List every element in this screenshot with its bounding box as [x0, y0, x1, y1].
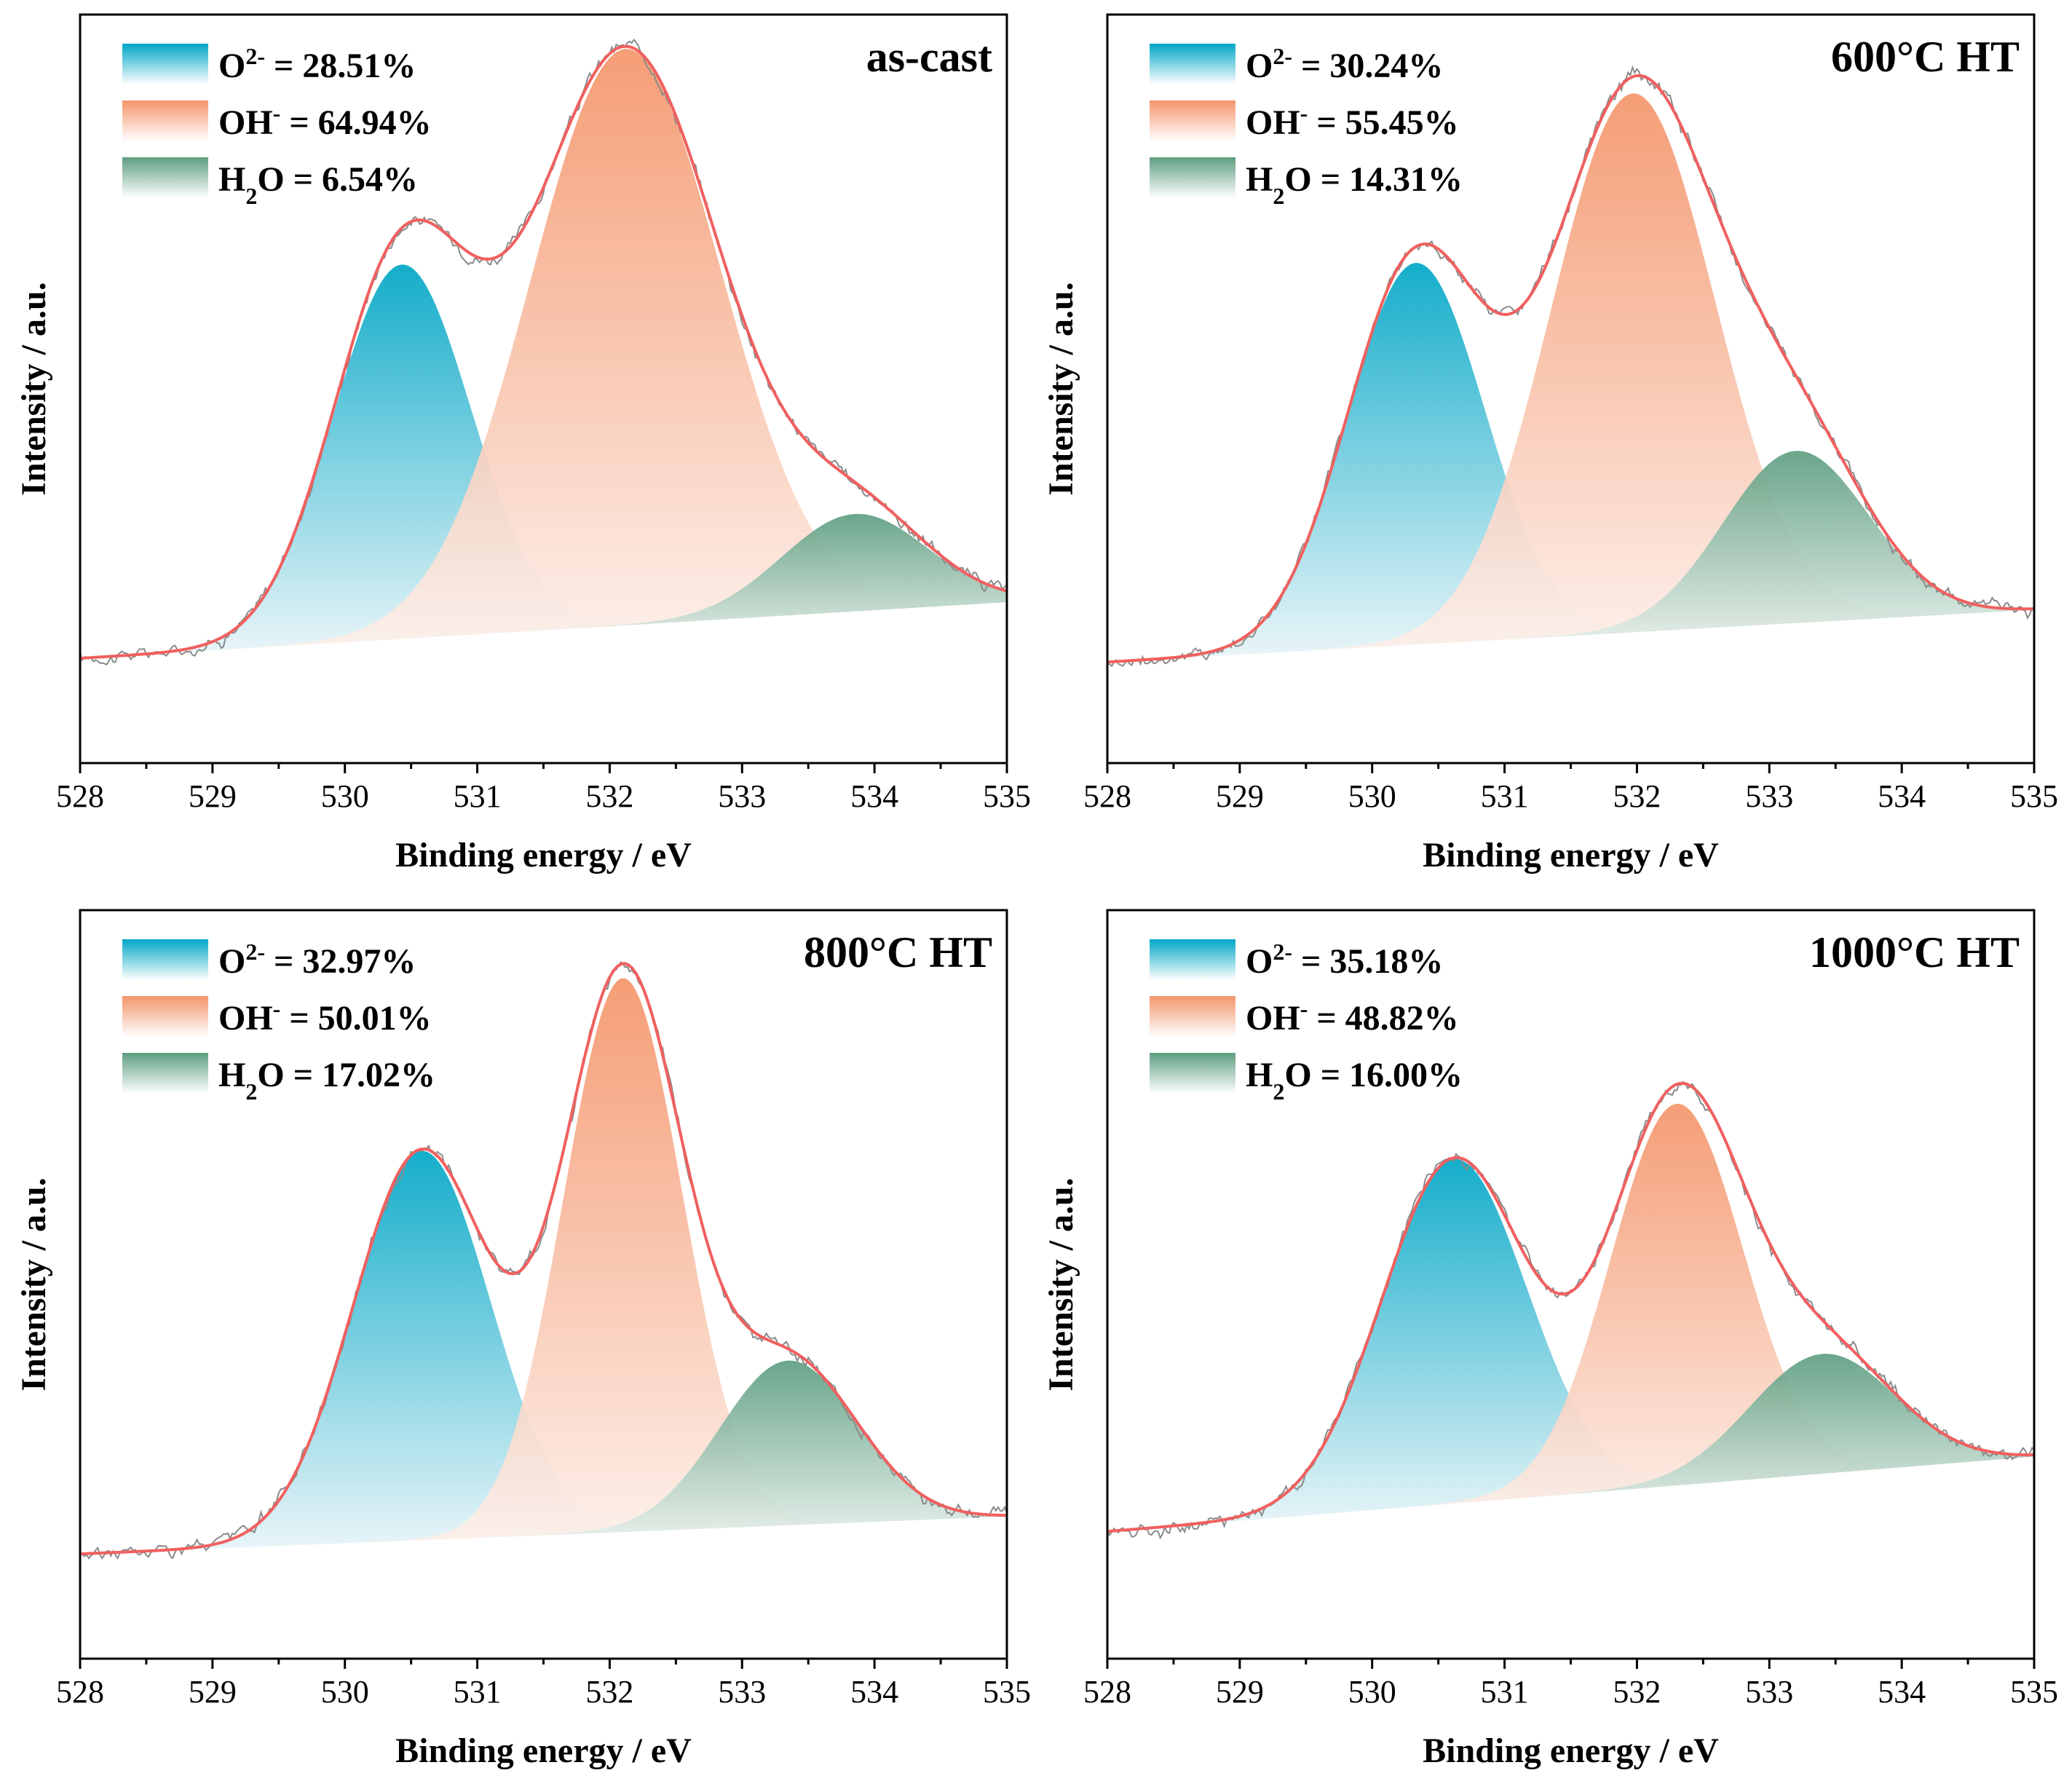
x-tick-label: 534 [850, 1674, 898, 1710]
x-tick-label: 533 [1745, 778, 1793, 814]
x-tick-label: 533 [718, 1674, 766, 1710]
peak-o2 [1107, 263, 2034, 663]
panel-600c-ht: 528 529 530 531 532 533 534 535 Binding energy /… [1042, 13, 2058, 874]
x-tick-label: 531 [454, 778, 502, 814]
x-axis-label: Binding energy / eV [1423, 1731, 1719, 1770]
peak-h2o [1107, 451, 2034, 663]
panel-title: 600°C HT [1831, 33, 2020, 81]
legend-label-o2: O2- = 35.18% [1246, 939, 1443, 981]
x-axis-label: Binding energy / eV [395, 836, 692, 874]
x-tick-label: 532 [585, 778, 633, 814]
x-tick-label: 535 [2010, 1674, 2058, 1710]
x-tick-label: 530 [1348, 778, 1396, 814]
peak-oh [80, 49, 1007, 659]
legend-label-o2: O2- = 28.51% [218, 43, 416, 85]
raw-spectrum-line [80, 39, 1007, 666]
legend-swatch-o2 [122, 44, 208, 84]
x-tick-label: 529 [1216, 1674, 1264, 1710]
x-tick-label: 532 [585, 1674, 633, 1710]
x-tick-label: 535 [983, 778, 1031, 814]
x-tick-label: 535 [983, 1674, 1031, 1710]
panel-800c-ht: 528 529 530 531 532 533 534 535 Binding energy /… [15, 909, 1031, 1770]
legend-label-h2o: H2O = 17.02% [218, 1056, 435, 1105]
x-tick-label: 528 [56, 778, 104, 814]
legend-swatch-h2o [122, 157, 208, 198]
x-axis-label: Binding energy / eV [395, 1731, 692, 1770]
legend-swatch-h2o [1150, 1053, 1235, 1094]
fit-envelope-line [80, 962, 1007, 1556]
x-tick-label: 530 [321, 778, 369, 814]
x-tick-label: 534 [850, 778, 898, 814]
x-tick-label: 528 [56, 1674, 104, 1710]
y-axis-label: Intensity / a.u. [15, 1177, 53, 1391]
x-tick-label: 531 [1481, 1674, 1529, 1710]
peak-h2o [80, 513, 1007, 659]
x-tick-label: 534 [1878, 778, 1926, 814]
plot-area [1107, 65, 2034, 668]
legend-label-h2o: H2O = 16.00% [1246, 1056, 1463, 1105]
x-axis-label: Binding energy / eV [1423, 836, 1719, 874]
peak-h2o [1107, 1354, 2034, 1532]
legend-label-o2: O2- = 30.24% [1246, 43, 1443, 85]
x-tick-label: 531 [454, 1674, 502, 1710]
x-tick-label: 530 [1348, 1674, 1396, 1710]
legend-label-oh: OH- = 50.01% [218, 995, 432, 1038]
legend-swatch-oh [1150, 100, 1235, 141]
fit-envelope-line [1107, 74, 2034, 664]
legend-label-o2: O2- = 32.97% [218, 939, 416, 981]
y-axis-label: Intensity / a.u. [15, 282, 53, 495]
peak-o2 [80, 264, 1007, 659]
plot-area [80, 39, 1007, 666]
legend-swatch-h2o [122, 1053, 208, 1094]
legend: O2- = 32.97% OH- = 50.01% H2O = 17.02% [122, 939, 435, 1105]
legend-swatch-o2 [122, 939, 208, 980]
x-tick-label: 533 [718, 778, 766, 814]
plot-area [1107, 1081, 2034, 1540]
legend-swatch-oh [1150, 996, 1235, 1037]
x-tick-label: 529 [1216, 778, 1264, 814]
legend: O2- = 35.18% OH- = 48.82% H2O = 16.00% [1150, 939, 1463, 1105]
plot-area [80, 961, 1007, 1560]
fit-envelope-line [1107, 1081, 2034, 1533]
x-tick-label: 530 [321, 1674, 369, 1710]
legend-swatch-o2 [1150, 44, 1235, 84]
x-tick-label: 528 [1083, 778, 1131, 814]
panel-title: 800°C HT [804, 928, 992, 976]
panel-1000c-ht: 528 529 530 531 532 533 534 535 Binding energy /… [1042, 909, 2058, 1770]
panel-title: 1000°C HT [1809, 928, 2020, 976]
legend-label-h2o: H2O = 14.31% [1246, 160, 1463, 209]
x-tick-label: 531 [1481, 778, 1529, 814]
legend-swatch-h2o [1150, 157, 1235, 198]
legend: O2- = 28.51% OH- = 64.94% H2O = 6.54% [122, 43, 432, 209]
peak-oh [80, 978, 1007, 1555]
x-tick-label: 534 [1878, 1674, 1926, 1710]
y-axis-label: Intensity / a.u. [1042, 282, 1080, 495]
panel-title: as-cast [866, 33, 992, 81]
legend-swatch-oh [122, 996, 208, 1037]
x-tick-label: 532 [1613, 1674, 1661, 1710]
x-tick-label: 533 [1745, 1674, 1793, 1710]
peak-oh [1107, 93, 2034, 663]
x-tick-label: 529 [189, 1674, 237, 1710]
panel-as-cast: 528 529 530 531 532 533 534 535 Binding energy /… [15, 13, 1031, 874]
x-tick-label: 528 [1083, 1674, 1131, 1710]
x-tick-label: 529 [189, 778, 237, 814]
legend-swatch-oh [122, 100, 208, 141]
x-tick-label: 535 [2010, 778, 2058, 814]
y-axis-label: Intensity / a.u. [1042, 1177, 1080, 1391]
peak-h2o [80, 1360, 1007, 1555]
peak-o2 [1107, 1158, 2034, 1532]
legend: O2- = 30.24% OH- = 55.45% H2O = 14.31% [1150, 43, 1463, 209]
legend-swatch-o2 [1150, 939, 1235, 980]
peak-o2 [80, 1150, 1007, 1555]
legend-label-oh: OH- = 64.94% [218, 100, 432, 142]
fit-envelope-line [80, 44, 1007, 660]
legend-label-oh: OH- = 48.82% [1246, 995, 1459, 1038]
raw-spectrum-line [80, 961, 1007, 1560]
legend-label-h2o: H2O = 6.54% [218, 160, 418, 209]
x-tick-label: 532 [1613, 778, 1661, 814]
legend-label-oh: OH- = 55.45% [1246, 100, 1459, 142]
